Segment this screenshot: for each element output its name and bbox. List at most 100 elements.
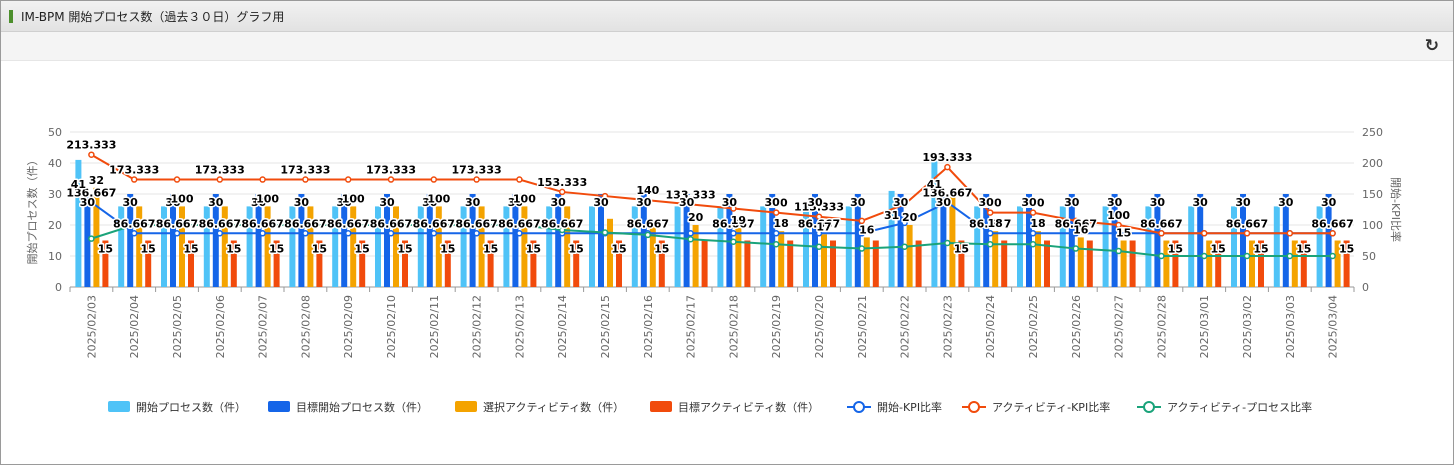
- point-activity_process: [1158, 252, 1165, 260]
- bar-selected_activity: [478, 206, 485, 287]
- bar-target_start: [255, 194, 262, 287]
- bar-start: [417, 206, 424, 287]
- y-right-axis-title: 開始-KPI比率: [1389, 177, 1403, 242]
- bar-target_start: [1154, 194, 1161, 287]
- bar-selected_activity: [607, 218, 613, 287]
- point-activity_process: [815, 243, 823, 250]
- data-label-selected_activity: 100: [256, 192, 279, 205]
- data-label-selected_activity: 18: [988, 217, 1003, 230]
- bar-target_activity: [487, 240, 494, 287]
- data-label-target_start: 30: [551, 196, 567, 209]
- data-label-activity_kpi: 193.333: [922, 151, 972, 164]
- x-tick-label: 2025/02/16: [642, 295, 655, 358]
- point-start_kpi: [173, 230, 181, 237]
- bar-start: [631, 206, 638, 287]
- bar-target_start: [512, 194, 519, 287]
- bar-selected_activity: [1163, 240, 1170, 287]
- data-label-activity_kpi: 213.333: [66, 139, 116, 152]
- bar-start: [460, 206, 467, 287]
- bar-target_activity: [273, 240, 280, 287]
- data-label-target_start: 30: [80, 196, 96, 209]
- point-activity_kpi: [901, 201, 908, 208]
- data-label-start_kpi: 86.667: [1055, 217, 1097, 230]
- refresh-icon[interactable]: ↻: [1424, 36, 1439, 56]
- bar-selected_activity: [264, 206, 271, 287]
- data-label-target_start: 30: [294, 196, 310, 209]
- bar-target_start: [384, 194, 390, 287]
- x-tick-label: 2025/02/09: [342, 295, 355, 358]
- x-tick-label: 2025/02/18: [727, 295, 740, 358]
- bar-target_activity: [701, 240, 708, 287]
- x-tick-label: 2025/02/28: [1155, 295, 1168, 358]
- data-label-activity_kpi: 140: [636, 184, 659, 197]
- y-right-tick-label: 150: [1362, 188, 1383, 201]
- bar-target_start: [1282, 194, 1289, 287]
- x-tick-label: 2025/03/03: [1284, 295, 1297, 358]
- point-activity_kpi: [644, 196, 652, 204]
- bar-target_start: [940, 194, 947, 287]
- bar-target_start: [897, 194, 904, 287]
- data-label-activity_kpi: 120: [765, 197, 788, 210]
- bar-target_start: [212, 194, 219, 287]
- data-label-target_start: 30: [936, 196, 952, 209]
- bar-target_activity: [744, 240, 751, 287]
- bar-selected_activity: [1077, 237, 1084, 287]
- point-activity_kpi: [88, 151, 95, 158]
- y-left-tick-label: 10: [48, 250, 62, 263]
- legend-marker: [968, 401, 980, 413]
- data-label-target_start: 30: [636, 196, 652, 209]
- point-activity_process: [216, 221, 224, 229]
- legend-label: アクティビティ-KPI比率: [992, 400, 1110, 414]
- bar-selected_activity: [136, 206, 143, 287]
- point-activity_process: [1200, 252, 1208, 260]
- data-label-target_start: 30: [508, 196, 524, 209]
- point-activity_process: [1029, 240, 1037, 248]
- bar-target_start: [812, 194, 818, 287]
- bar-target_activity: [658, 240, 665, 287]
- bar-target_start: [854, 194, 861, 287]
- data-label-target_start: 30: [850, 196, 866, 209]
- line-start_kpi: [90, 201, 1333, 235]
- bar-start: [1316, 206, 1323, 287]
- data-label-target_start: 30: [422, 196, 438, 209]
- bar-target_start: [769, 194, 776, 287]
- point-activity_process: [1072, 245, 1080, 252]
- data-label-selected_activity: 16: [859, 223, 875, 236]
- data-label-target_start: 30: [123, 196, 139, 209]
- data-label-target_activity: 15: [312, 243, 327, 256]
- point-start_kpi: [302, 230, 309, 237]
- data-label-start_kpi: 86.667: [199, 217, 241, 230]
- point-activity_kpi: [730, 205, 737, 212]
- data-label-target_activity: 15: [355, 243, 370, 256]
- bar-target_activity: [230, 240, 237, 287]
- x-tick-label: 2025/02/25: [1027, 295, 1040, 358]
- data-label-target_start: 30: [1064, 196, 1080, 209]
- bar-selected_activity: [949, 197, 956, 287]
- bar-selected_activity: [435, 206, 442, 287]
- data-label-start: 41: [927, 178, 942, 191]
- point-start_kpi: [473, 230, 480, 237]
- x-tick-label: 2025/02/14: [556, 295, 569, 358]
- bar-target_start: [683, 194, 690, 287]
- panel-title: IM-BPM 開始プロセス数（過去３０日）グラフ用: [21, 10, 285, 24]
- data-label-start_kpi: 86.667: [1311, 217, 1353, 230]
- bar-start: [717, 206, 724, 287]
- bar-start: [1102, 206, 1109, 287]
- data-label-activity_kpi: 100: [1107, 209, 1130, 222]
- point-activity_process: [901, 243, 908, 250]
- point-activity_process: [1243, 252, 1251, 260]
- data-label-target_start: 30: [379, 196, 395, 209]
- data-label-activity_kpi: 133.333: [666, 188, 716, 201]
- point-start_kpi: [1072, 230, 1080, 237]
- data-label-target_start: 30: [593, 196, 609, 209]
- point-activity_process: [986, 240, 994, 248]
- bar-selected_activity: [992, 231, 999, 287]
- data-label-selected_activity: 100: [513, 192, 536, 205]
- point-start_kpi: [901, 219, 908, 227]
- bar-start: [546, 206, 553, 287]
- bar-selected_activity: [735, 228, 742, 287]
- bar-target_activity: [1343, 240, 1350, 287]
- bar-target_activity: [787, 240, 794, 287]
- data-label-target_start: 30: [1150, 196, 1166, 209]
- data-label-target_activity: 15: [1211, 243, 1226, 256]
